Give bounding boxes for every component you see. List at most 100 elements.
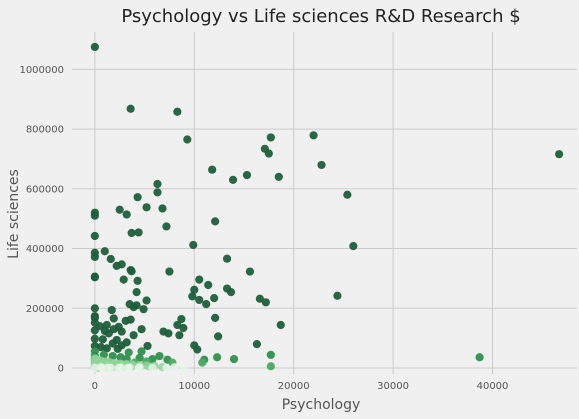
data-point [264, 149, 273, 158]
data-point [177, 314, 186, 324]
data-point [153, 179, 162, 189]
data-point [242, 170, 252, 180]
data-point [90, 42, 99, 52]
data-point [102, 344, 111, 353]
x-axis-label: Psychology [282, 397, 361, 413]
data-point [90, 252, 99, 262]
data-point [255, 294, 264, 303]
data-point [133, 276, 142, 285]
data-point [190, 285, 199, 294]
x-tick-label: 30000 [377, 381, 409, 392]
data-point [122, 210, 131, 219]
data-point [193, 345, 202, 354]
y-tick-label: 1000000 [19, 65, 64, 76]
x-tick-label: 0 [92, 381, 98, 392]
data-point [121, 316, 130, 325]
data-point [117, 327, 126, 336]
data-point [179, 323, 188, 333]
data-point [142, 203, 151, 212]
data-point [188, 292, 197, 301]
data-point [132, 288, 141, 297]
data-point [90, 304, 99, 313]
data-point [204, 280, 213, 290]
data-point [180, 363, 189, 372]
data-point [104, 329, 113, 338]
data-point [127, 267, 136, 276]
data-point [202, 300, 211, 309]
data-point [555, 150, 564, 159]
data-point [117, 260, 126, 269]
data-point [165, 267, 174, 276]
data-point [208, 165, 217, 174]
data-point [139, 305, 148, 314]
data-point [198, 358, 207, 367]
data-point [107, 305, 116, 315]
data-point [189, 240, 198, 250]
data-point [90, 231, 99, 241]
data-point [226, 288, 236, 297]
data-point [210, 294, 219, 303]
data-point [229, 354, 239, 364]
data-point [261, 298, 270, 307]
data-point [266, 133, 275, 142]
data-point [245, 267, 255, 276]
data-point [90, 273, 99, 282]
data-point [124, 348, 133, 357]
data-point [214, 332, 223, 341]
y-gridlines [72, 68, 577, 369]
data-point [115, 205, 124, 214]
data-point [137, 325, 146, 334]
data-point [170, 363, 179, 372]
data-point [317, 160, 326, 170]
y-tick-label: 200000 [26, 304, 64, 315]
data-point [266, 350, 275, 359]
data-point [183, 135, 192, 144]
data-point [90, 363, 99, 372]
y-tick-label: 800000 [26, 125, 64, 136]
data-point [90, 326, 99, 335]
data-point [106, 254, 115, 264]
data-point [142, 296, 151, 305]
data-point [195, 275, 204, 284]
data-point [252, 340, 262, 349]
data-point [162, 222, 171, 231]
data-point [148, 363, 157, 373]
data-point [211, 217, 220, 226]
data-point [123, 363, 132, 373]
data-point [155, 351, 164, 361]
data-point [137, 347, 146, 356]
data-point [133, 193, 142, 202]
x-tick-label: 20000 [278, 381, 310, 392]
data-point [113, 344, 122, 354]
data-point [222, 254, 232, 263]
y-tick-label: 0 [58, 364, 64, 375]
data-point [134, 363, 143, 373]
data-points-light [90, 354, 189, 373]
data-point [97, 363, 106, 372]
y-tick-label: 600000 [26, 184, 64, 195]
y-tick-labels: 0 200000 400000 600000 800000 1000000 [19, 65, 64, 375]
data-point [119, 275, 128, 284]
data-point [116, 353, 125, 362]
data-point [175, 331, 184, 340]
x-tick-label: 40000 [477, 381, 509, 392]
data-point [114, 363, 123, 373]
data-point [211, 313, 220, 322]
data-point [213, 353, 222, 362]
chart-title: Psychology vs Life sciences R&D Research… [121, 6, 520, 27]
data-point [266, 362, 275, 371]
data-point [164, 329, 173, 338]
data-point [173, 107, 182, 116]
data-point [90, 334, 99, 343]
data-point [228, 175, 238, 184]
data-points [90, 42, 564, 372]
data-point [162, 363, 171, 373]
data-point [126, 104, 135, 113]
data-point [129, 331, 138, 340]
data-point [195, 295, 204, 305]
data-point [90, 211, 99, 220]
data-point [333, 291, 342, 300]
data-point [100, 247, 109, 256]
x-tick-label: 10000 [178, 381, 210, 392]
